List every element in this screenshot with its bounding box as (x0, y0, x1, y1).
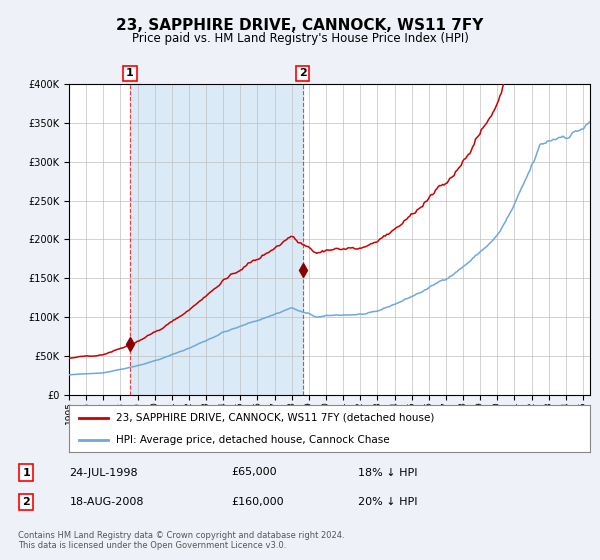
Text: 23, SAPPHIRE DRIVE, CANNOCK, WS11 7FY (detached house): 23, SAPPHIRE DRIVE, CANNOCK, WS11 7FY (d… (116, 413, 434, 423)
Text: 20% ↓ HPI: 20% ↓ HPI (358, 497, 417, 507)
Text: 2: 2 (299, 68, 307, 78)
Text: 1: 1 (126, 68, 134, 78)
Text: 18-AUG-2008: 18-AUG-2008 (70, 497, 144, 507)
Text: 1: 1 (23, 468, 30, 478)
Text: Contains HM Land Registry data © Crown copyright and database right 2024.
This d: Contains HM Land Registry data © Crown c… (18, 531, 344, 550)
Text: £65,000: £65,000 (231, 468, 277, 478)
Text: 24-JUL-1998: 24-JUL-1998 (70, 468, 138, 478)
Text: 18% ↓ HPI: 18% ↓ HPI (358, 468, 417, 478)
Text: 23, SAPPHIRE DRIVE, CANNOCK, WS11 7FY: 23, SAPPHIRE DRIVE, CANNOCK, WS11 7FY (116, 18, 484, 33)
Text: HPI: Average price, detached house, Cannock Chase: HPI: Average price, detached house, Cann… (116, 435, 389, 445)
Text: Price paid vs. HM Land Registry's House Price Index (HPI): Price paid vs. HM Land Registry's House … (131, 32, 469, 45)
Bar (130, 84, 302, 395)
Text: 2: 2 (23, 497, 30, 507)
Text: £160,000: £160,000 (231, 497, 284, 507)
